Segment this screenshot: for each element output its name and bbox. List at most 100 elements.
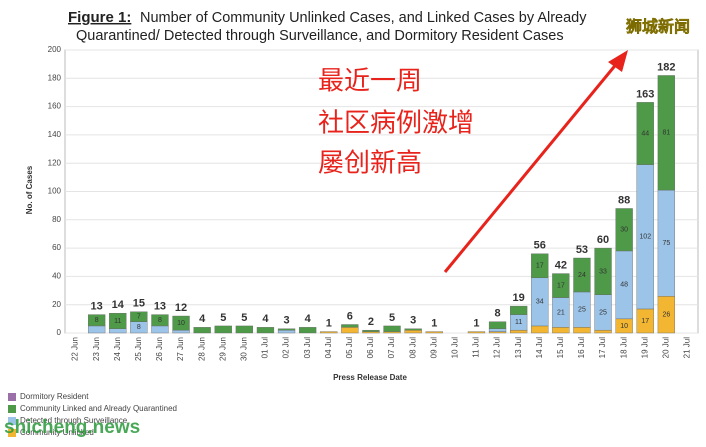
- legend-label: Community Unlinked: [20, 428, 94, 437]
- total-label: 13: [154, 301, 166, 313]
- bar-segment: [594, 247, 612, 295]
- total-label: 60: [597, 234, 609, 246]
- bar-segment: [256, 327, 275, 334]
- title-prefix: Figure 1:: [68, 9, 131, 26]
- total-label: 13: [91, 301, 103, 313]
- annotation: 社区病例激增: [318, 109, 474, 139]
- x-tick-label: 13 Jul: [514, 337, 523, 359]
- total-label: 182: [657, 61, 675, 73]
- segment-label: 33: [599, 268, 607, 275]
- total-label: 14: [112, 299, 125, 311]
- bar-segment: [362, 331, 380, 334]
- bar-segment: [320, 331, 338, 334]
- legend-swatch: [8, 405, 16, 413]
- x-tick-label: 30 Jun: [239, 337, 248, 361]
- segment-label: 17: [536, 263, 544, 270]
- arrow: [443, 61, 620, 273]
- y-axis-label: No. of Cases: [25, 165, 34, 214]
- total-label: 42: [555, 259, 567, 271]
- bar-segment: [362, 329, 380, 332]
- bar-segment: [552, 273, 570, 298]
- bar-segment: [425, 331, 443, 334]
- total-label: 5: [241, 312, 247, 324]
- bar-segment: [88, 314, 106, 327]
- bar-segment: [383, 331, 401, 334]
- legend-label: Detected through Surveillance: [20, 416, 128, 425]
- total-label: 1: [326, 317, 332, 329]
- x-tick-label: 10 Jul: [450, 337, 459, 359]
- bar-segment: [488, 331, 507, 334]
- legend-swatch: [8, 429, 16, 437]
- total-label: 5: [220, 312, 226, 324]
- y-tick-label: 120: [48, 158, 62, 167]
- total-label: 3: [283, 315, 289, 327]
- segment-label: 21: [557, 309, 565, 316]
- x-tick-label: 04 Jul: [324, 337, 333, 359]
- x-tick-label: 09 Jul: [429, 337, 438, 359]
- x-tick-label: 05 Jul: [345, 337, 354, 359]
- x-tick-label: 08 Jul: [408, 337, 417, 359]
- x-tick-label: 12 Jul: [493, 337, 502, 359]
- bar-segment: [636, 102, 654, 165]
- segment-label: 44: [641, 130, 649, 137]
- y-tick-label: 20: [52, 300, 61, 309]
- bar-segment: [467, 331, 486, 334]
- y-tick-label: 100: [48, 187, 62, 196]
- bar-segment: [341, 324, 359, 328]
- x-tick-label: 11 Jul: [472, 337, 481, 358]
- total-label: 3: [410, 315, 416, 327]
- y-tick-label: 60: [52, 243, 61, 252]
- watermark: shicheng.news: [4, 417, 140, 438]
- total-label: 5: [389, 312, 395, 324]
- x-tick-label: 07 Jul: [387, 337, 396, 359]
- total-label: 2: [368, 316, 374, 328]
- bar-segment: [130, 311, 148, 322]
- x-tick-label: 23 Jun: [92, 337, 101, 361]
- x-tick-label: 02 Jul: [282, 337, 291, 359]
- bar-segment: [510, 329, 528, 334]
- segment-label: 10: [620, 323, 628, 330]
- bar-segment: [531, 253, 549, 279]
- total-label: 15: [133, 298, 145, 310]
- total-label: 4: [262, 313, 269, 325]
- segment-label: 25: [578, 306, 586, 313]
- x-tick-label: 01 Jul: [261, 337, 270, 359]
- bar-segment: [277, 329, 296, 334]
- bar-segment: [404, 329, 422, 334]
- legend-label: Community Linked and Already Quarantined: [20, 404, 177, 413]
- bar-segment: [488, 328, 507, 332]
- segment-label: 30: [620, 227, 628, 234]
- segment-label: 26: [662, 311, 670, 318]
- total-label: 56: [534, 240, 546, 252]
- segment-label: 48: [620, 282, 628, 289]
- bar-segment: [573, 327, 591, 334]
- bar-segment: [277, 328, 296, 331]
- segment-label: 11: [515, 319, 522, 326]
- x-tick-label: 14 Jul: [535, 337, 544, 359]
- bar-segment: [552, 327, 570, 334]
- total-label: 6: [347, 310, 353, 322]
- bar-segment: [383, 325, 401, 332]
- bar-segment: [510, 305, 528, 315]
- total-label: 4: [199, 313, 206, 325]
- total-label: 1: [431, 317, 437, 329]
- x-tick-label: 28 Jun: [197, 337, 206, 361]
- bar-segment: [299, 327, 317, 334]
- x-tick-label: 15 Jul: [556, 337, 565, 359]
- x-tick-label: 16 Jul: [577, 337, 586, 359]
- segment-label: 7: [137, 314, 141, 321]
- legend-swatch: [8, 393, 16, 401]
- x-tick-label: 17 Jul: [598, 337, 607, 359]
- segment-label: 25: [599, 309, 607, 316]
- x-tick-label: 22 Jun: [71, 337, 80, 361]
- bar-segment: [594, 329, 612, 334]
- x-tick-label: 03 Jul: [303, 337, 312, 359]
- total-label: 1: [473, 317, 479, 329]
- x-tick-label: 27 Jun: [176, 337, 185, 361]
- segment-label: 24: [578, 272, 586, 279]
- title-line: Quarantined/ Detected through Surveillan…: [76, 28, 564, 44]
- bar-segment: [235, 325, 253, 334]
- bar-segment: [573, 257, 591, 293]
- x-tick-label: 06 Jul: [366, 337, 375, 359]
